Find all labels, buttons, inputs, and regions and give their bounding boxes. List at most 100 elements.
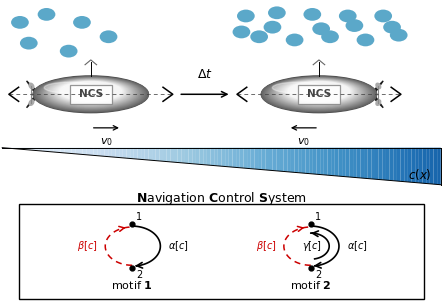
Ellipse shape bbox=[55, 81, 126, 103]
Polygon shape bbox=[338, 148, 342, 176]
Polygon shape bbox=[240, 148, 243, 168]
Ellipse shape bbox=[59, 82, 123, 101]
Polygon shape bbox=[207, 148, 210, 165]
Polygon shape bbox=[192, 148, 196, 164]
Polygon shape bbox=[75, 148, 79, 154]
Ellipse shape bbox=[51, 80, 130, 104]
Polygon shape bbox=[361, 148, 364, 178]
Text: 2: 2 bbox=[315, 270, 321, 280]
Ellipse shape bbox=[48, 80, 134, 106]
Circle shape bbox=[250, 31, 268, 43]
Circle shape bbox=[38, 8, 55, 21]
Ellipse shape bbox=[270, 79, 368, 108]
Ellipse shape bbox=[37, 78, 145, 110]
Polygon shape bbox=[159, 148, 163, 161]
Polygon shape bbox=[178, 148, 181, 163]
Polygon shape bbox=[229, 148, 233, 167]
Polygon shape bbox=[134, 148, 137, 159]
Ellipse shape bbox=[264, 77, 374, 111]
Polygon shape bbox=[342, 148, 346, 177]
Ellipse shape bbox=[58, 82, 124, 101]
Ellipse shape bbox=[36, 77, 146, 111]
Ellipse shape bbox=[268, 78, 369, 109]
Ellipse shape bbox=[262, 77, 376, 111]
Ellipse shape bbox=[33, 77, 148, 112]
Polygon shape bbox=[112, 148, 116, 157]
Polygon shape bbox=[412, 148, 415, 183]
Polygon shape bbox=[116, 148, 119, 158]
Polygon shape bbox=[225, 148, 229, 167]
Polygon shape bbox=[251, 148, 254, 169]
Polygon shape bbox=[13, 148, 17, 149]
Polygon shape bbox=[10, 148, 13, 149]
Polygon shape bbox=[346, 148, 350, 177]
Polygon shape bbox=[145, 148, 148, 160]
Circle shape bbox=[268, 6, 286, 19]
Polygon shape bbox=[331, 148, 335, 176]
Polygon shape bbox=[324, 148, 327, 175]
Polygon shape bbox=[196, 148, 199, 164]
Polygon shape bbox=[126, 148, 130, 159]
Ellipse shape bbox=[264, 77, 374, 111]
Text: $v_0$: $v_0$ bbox=[297, 136, 310, 148]
Ellipse shape bbox=[42, 79, 140, 108]
Polygon shape bbox=[320, 148, 324, 175]
Polygon shape bbox=[35, 148, 39, 151]
Polygon shape bbox=[167, 148, 170, 162]
Polygon shape bbox=[272, 148, 276, 171]
Ellipse shape bbox=[277, 80, 361, 105]
Text: $c(x)$: $c(x)$ bbox=[408, 166, 432, 182]
Ellipse shape bbox=[53, 81, 129, 104]
Circle shape bbox=[312, 22, 330, 35]
Ellipse shape bbox=[265, 78, 373, 110]
Ellipse shape bbox=[288, 82, 350, 101]
Ellipse shape bbox=[34, 77, 148, 111]
Polygon shape bbox=[53, 148, 57, 152]
Ellipse shape bbox=[39, 78, 142, 109]
Ellipse shape bbox=[271, 79, 367, 108]
Ellipse shape bbox=[283, 81, 355, 103]
Ellipse shape bbox=[261, 76, 377, 113]
Polygon shape bbox=[174, 148, 178, 162]
Polygon shape bbox=[50, 148, 53, 152]
Ellipse shape bbox=[274, 79, 364, 107]
Circle shape bbox=[383, 21, 401, 34]
Ellipse shape bbox=[48, 80, 133, 105]
Circle shape bbox=[233, 26, 250, 38]
Ellipse shape bbox=[270, 79, 368, 108]
FancyBboxPatch shape bbox=[70, 85, 112, 104]
Circle shape bbox=[100, 31, 117, 43]
Circle shape bbox=[321, 31, 339, 43]
Ellipse shape bbox=[375, 99, 381, 106]
Polygon shape bbox=[141, 148, 145, 160]
Text: NCS: NCS bbox=[79, 89, 103, 99]
Polygon shape bbox=[79, 148, 82, 154]
Ellipse shape bbox=[275, 79, 363, 106]
Polygon shape bbox=[370, 94, 383, 108]
Ellipse shape bbox=[41, 78, 141, 109]
Polygon shape bbox=[214, 148, 218, 166]
Polygon shape bbox=[86, 148, 90, 155]
Ellipse shape bbox=[54, 81, 128, 103]
Polygon shape bbox=[262, 148, 265, 170]
Ellipse shape bbox=[280, 80, 358, 104]
Polygon shape bbox=[386, 148, 390, 180]
Ellipse shape bbox=[43, 79, 138, 108]
Ellipse shape bbox=[50, 80, 132, 105]
Polygon shape bbox=[302, 148, 306, 173]
FancyBboxPatch shape bbox=[19, 204, 424, 299]
Polygon shape bbox=[199, 148, 203, 165]
Polygon shape bbox=[400, 148, 404, 182]
Ellipse shape bbox=[44, 79, 137, 107]
Ellipse shape bbox=[275, 79, 363, 106]
Polygon shape bbox=[390, 148, 393, 181]
Polygon shape bbox=[97, 148, 101, 156]
Text: motif $\mathbf{2}$: motif $\mathbf{2}$ bbox=[290, 279, 331, 291]
Ellipse shape bbox=[38, 78, 144, 110]
Polygon shape bbox=[426, 148, 430, 184]
Ellipse shape bbox=[281, 81, 357, 104]
Ellipse shape bbox=[53, 81, 128, 104]
Polygon shape bbox=[119, 148, 123, 158]
Polygon shape bbox=[287, 148, 291, 172]
FancyBboxPatch shape bbox=[298, 85, 340, 104]
